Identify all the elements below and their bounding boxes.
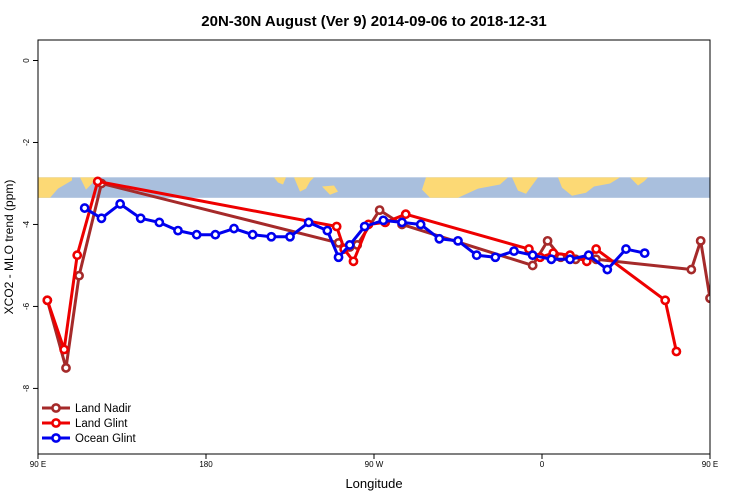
series-point-2: [96, 213, 107, 224]
map-land-2: [274, 177, 286, 185]
series-point-2: [344, 240, 355, 250]
series-point-2: [285, 231, 295, 242]
x-tick-label: 90 E: [702, 460, 718, 469]
series-point-0: [374, 205, 385, 216]
x-tick-label: 90 E: [30, 460, 46, 469]
series-point-2: [247, 229, 258, 240]
series-point-2: [639, 248, 650, 259]
map-land-8: [630, 177, 648, 186]
series-point-0: [527, 260, 538, 271]
series-point-2: [135, 213, 146, 224]
series-point-1: [591, 244, 602, 254]
legend-marker: [51, 433, 61, 443]
series-point-2: [333, 252, 344, 263]
series-point-0: [686, 264, 697, 275]
series-point-0: [705, 293, 710, 304]
series-point-0: [74, 270, 84, 281]
map-ocean: [38, 177, 710, 198]
series-point-2: [115, 199, 126, 209]
series-point-2: [378, 215, 389, 226]
map-land-3: [294, 177, 314, 192]
series-point-2: [471, 250, 482, 261]
series-point-1: [348, 256, 359, 267]
map-land-0: [38, 177, 72, 198]
series-point-2: [509, 246, 519, 256]
series-point-0: [695, 235, 706, 246]
map-land-1: [80, 177, 95, 190]
series-point-2: [397, 217, 407, 228]
series-point-2: [546, 254, 557, 265]
map-land-5: [422, 177, 508, 198]
series-point-0: [61, 363, 71, 373]
series-point-2: [229, 223, 239, 234]
series-point-2: [79, 203, 90, 213]
series-point-1: [331, 221, 342, 232]
y-axis: 0 -2 -4 -6 -8: [22, 58, 38, 392]
x-tick-label: 90 W: [365, 460, 384, 469]
series-point-1: [42, 295, 53, 306]
chart-title: 20N-30N August (Ver 9) 2014-09-06 to 201…: [201, 13, 546, 30]
series-point-2: [527, 250, 538, 261]
series-point-2: [602, 264, 613, 275]
plot-frame: [37, 39, 711, 455]
series-point-2: [173, 225, 183, 236]
series-point-1: [59, 344, 70, 355]
background-map: [38, 177, 710, 198]
map-land-7: [558, 177, 620, 196]
series-point-1: [660, 295, 671, 306]
series-point-2: [621, 244, 631, 254]
x-axis-label: Longitude: [345, 476, 402, 491]
series-line-1: [45, 179, 678, 352]
series-point-1: [400, 209, 411, 220]
series-point-0: [542, 235, 553, 246]
series-point-1: [671, 346, 682, 357]
y-tick-label: 0: [22, 58, 31, 63]
x-tick-label: 0: [540, 460, 545, 469]
map-land-6: [512, 177, 538, 194]
y-tick-label: -2: [22, 138, 31, 146]
series-point-2: [191, 229, 202, 240]
series-point-2: [565, 254, 575, 265]
series-point-0: [723, 364, 730, 371]
series-point-2: [434, 233, 445, 244]
series-point-1: [72, 250, 83, 261]
legend-label: Land Glint: [75, 418, 128, 430]
y-tick-label: -8: [22, 384, 31, 392]
series-point-2: [359, 221, 370, 232]
series-point-2: [154, 217, 165, 228]
legend: Land Nadir Land Glint Ocean Glint: [42, 403, 137, 445]
series-layer: [42, 176, 730, 373]
legend-label: Ocean Glint: [75, 433, 137, 445]
series-point-2: [453, 235, 463, 246]
series-point-2: [583, 250, 594, 261]
series-point-2: [303, 217, 314, 228]
series-point-2: [266, 231, 277, 242]
legend-marker: [51, 403, 61, 413]
x-tick-label: 180: [199, 460, 213, 469]
series-point-2: [490, 252, 501, 263]
series-point-2: [322, 225, 333, 236]
series-point-2: [210, 229, 221, 240]
map-land-4: [322, 185, 338, 195]
legend-label: Land Nadir: [75, 403, 131, 415]
legend-marker: [51, 418, 61, 428]
series-line-0: [45, 181, 710, 370]
y-tick-label: -4: [22, 220, 31, 228]
y-tick-label: -6: [22, 302, 31, 310]
series-point-1: [92, 176, 103, 187]
x-axis: 90 E 180 90 W 0 90 E: [30, 454, 718, 469]
y-axis-label: XCO2 - MLO trend (ppm): [2, 180, 16, 315]
series-point-2: [415, 219, 426, 230]
